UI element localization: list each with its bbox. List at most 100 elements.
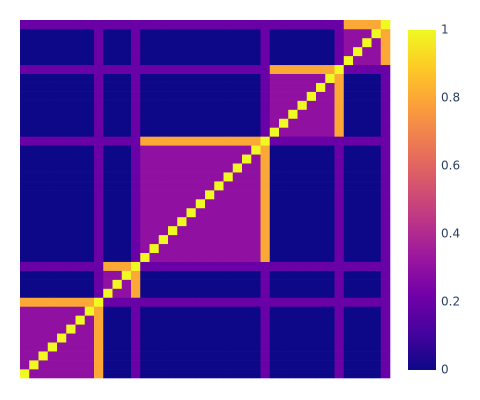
heatmap-cell <box>306 216 317 227</box>
heatmap-cell <box>214 136 224 146</box>
heatmap-cell <box>168 351 178 361</box>
heatmap-cell <box>325 46 335 57</box>
heatmap-cell <box>168 190 178 200</box>
heatmap-cell <box>269 288 280 298</box>
heatmap-cell <box>75 82 86 92</box>
heatmap-cell <box>343 306 354 316</box>
heatmap-cell <box>343 172 354 182</box>
heatmap-cell <box>195 145 206 155</box>
heatmap-cell <box>177 369 187 379</box>
heatmap-cell <box>103 181 113 191</box>
heatmap-cell <box>279 261 289 271</box>
heatmap-cell <box>75 288 86 298</box>
heatmap-cell <box>103 270 113 280</box>
heatmap-cell <box>242 270 252 280</box>
heatmap-cell <box>75 252 86 262</box>
heatmap-cell <box>29 46 39 57</box>
heatmap-cell <box>325 145 335 155</box>
heatmap-cell <box>94 172 104 182</box>
heatmap-cell <box>131 46 141 57</box>
heatmap-cell <box>325 100 335 110</box>
heatmap-cell <box>242 163 252 173</box>
heatmap-cell <box>343 252 354 262</box>
heatmap-cell <box>112 163 123 173</box>
heatmap-cell <box>158 270 169 280</box>
heatmap-cell <box>38 82 49 92</box>
heatmap-cell <box>288 333 298 343</box>
heatmap-cell <box>260 73 271 83</box>
heatmap-cell <box>279 154 289 164</box>
heatmap-cell <box>131 360 141 370</box>
heatmap-cell <box>297 207 308 218</box>
heatmap-cell <box>223 342 234 352</box>
heatmap-cell <box>325 279 335 289</box>
heatmap-cell <box>353 28 363 39</box>
heatmap-cell <box>380 100 391 110</box>
heatmap-cell <box>29 118 39 128</box>
heatmap-cell <box>20 127 30 137</box>
heatmap-cell <box>353 261 363 271</box>
heatmap-cell <box>260 199 271 209</box>
heatmap-cell <box>66 261 76 271</box>
heatmap-cell <box>232 181 243 191</box>
heatmap-cell <box>177 252 187 262</box>
heatmap-cell <box>94 306 104 316</box>
heatmap-cell <box>223 351 234 361</box>
heatmap-cell <box>288 324 298 334</box>
heatmap-cell <box>84 190 95 200</box>
heatmap-cell <box>214 28 224 39</box>
heatmap-cell <box>186 73 197 83</box>
heatmap-cell <box>334 207 345 218</box>
heatmap-cell <box>316 288 326 298</box>
heatmap-cell <box>205 190 215 200</box>
heatmap-cell <box>158 82 169 92</box>
heatmap-cell <box>112 91 123 101</box>
heatmap-cell <box>325 82 335 92</box>
heatmap-cell <box>380 342 391 352</box>
heatmap-cell <box>306 145 317 155</box>
heatmap-cell <box>149 252 160 262</box>
heatmap-cell <box>223 181 234 191</box>
heatmap-cell <box>205 82 215 92</box>
heatmap-cell <box>232 100 243 110</box>
heatmap-cell <box>260 82 271 92</box>
heatmap-cell <box>232 306 243 316</box>
heatmap-cell <box>66 270 76 280</box>
heatmap-cell <box>353 46 363 57</box>
heatmap-cell <box>103 46 113 57</box>
heatmap-cell <box>279 342 289 352</box>
heatmap-cell <box>29 225 39 236</box>
heatmap-cell <box>380 297 391 307</box>
heatmap-cell <box>380 270 391 280</box>
heatmap-cell <box>57 342 67 352</box>
heatmap-cell <box>325 351 335 361</box>
heatmap-cell <box>232 243 243 253</box>
heatmap-cell <box>353 252 363 262</box>
colorbar-tick-label: 0.8 <box>441 91 460 105</box>
heatmap-cell <box>306 279 317 289</box>
heatmap-cell <box>47 225 58 236</box>
heatmap-cell <box>269 234 280 245</box>
heatmap-cell <box>260 333 271 343</box>
heatmap-cell <box>353 55 363 66</box>
heatmap-cell <box>94 136 104 146</box>
heatmap-cell <box>38 172 49 182</box>
heatmap-cell <box>353 324 363 334</box>
heatmap-cell <box>57 324 67 334</box>
heatmap-cell <box>121 37 132 48</box>
heatmap-cell <box>121 279 132 289</box>
heatmap-cell <box>269 172 280 182</box>
heatmap-cell <box>84 369 95 379</box>
heatmap-cell <box>242 55 252 66</box>
heatmap-cell <box>325 109 335 119</box>
heatmap-cell <box>306 73 317 83</box>
heatmap-cell <box>140 55 150 66</box>
heatmap-cell <box>20 234 30 245</box>
heatmap-cell <box>325 270 335 280</box>
heatmap-cell <box>223 37 234 48</box>
heatmap-cell <box>279 163 289 173</box>
heatmap-cell <box>57 20 67 30</box>
heatmap-cell <box>242 351 252 361</box>
heatmap-cell <box>140 73 150 83</box>
heatmap-cell <box>232 73 243 83</box>
